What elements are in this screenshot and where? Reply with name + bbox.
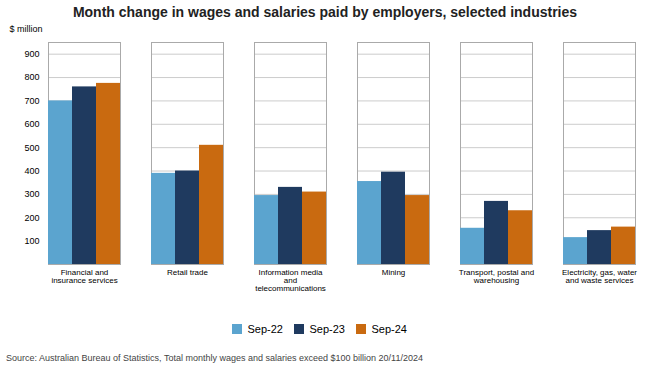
svg-text:Financial andinsurance service: Financial andinsurance services xyxy=(51,268,117,285)
svg-text:$ million: $ million xyxy=(10,24,43,34)
svg-text:100: 100 xyxy=(24,236,39,246)
svg-text:200: 200 xyxy=(24,213,39,223)
svg-text:Transport, postal andwarehousi: Transport, postal andwarehousing xyxy=(459,268,534,285)
svg-text:Information mediaandtelecommun: Information mediaandtelecommunications xyxy=(255,268,326,293)
html-text:Sep-22: Sep-22 xyxy=(247,322,283,335)
html-text:Sep-24: Sep-24 xyxy=(371,322,407,335)
svg-text:400: 400 xyxy=(24,166,39,176)
svg-text:600: 600 xyxy=(24,119,39,129)
svg-text:500: 500 xyxy=(24,143,39,153)
svg-text:900: 900 xyxy=(24,49,39,59)
svg-text:800: 800 xyxy=(24,72,39,82)
svg-text:700: 700 xyxy=(24,96,39,106)
html-text:Sep-23: Sep-23 xyxy=(309,322,345,335)
svg-text:300: 300 xyxy=(24,189,39,199)
svg-text:Electricity, gas, waterand was: Electricity, gas, waterand waste service… xyxy=(562,268,637,285)
svg-text:Mining: Mining xyxy=(382,268,406,277)
html-text:Month change in wages and sala: Month change in wages and salaries paid … xyxy=(72,4,578,20)
html-text:Source: Australian Bureau of S: Source: Australian Bureau of Statistics,… xyxy=(6,352,423,363)
svg-text:Retail trade: Retail trade xyxy=(167,268,208,277)
